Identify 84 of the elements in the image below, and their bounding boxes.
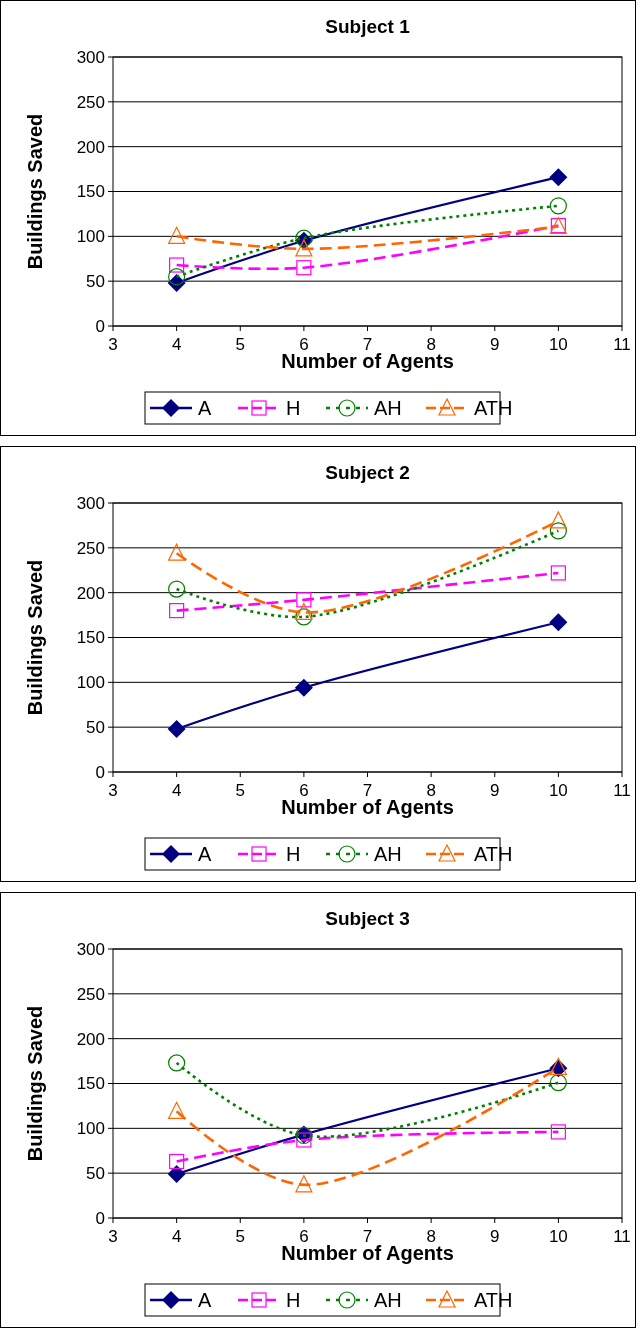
y-tick-label: 200: [76, 583, 105, 603]
x-tick-label: 4: [171, 1227, 182, 1246]
x-tick-label: 5: [235, 1227, 245, 1246]
x-tick-label: 11: [613, 335, 631, 354]
y-tick-label: 200: [76, 1029, 105, 1049]
y-tick-label: 50: [86, 272, 105, 292]
y-tick-label: 300: [76, 493, 105, 513]
legend-label: H: [286, 1289, 301, 1311]
point: [550, 565, 566, 581]
point: [295, 602, 313, 620]
y-tick-label: 100: [76, 1119, 105, 1139]
point: [549, 522, 567, 540]
point: [167, 719, 186, 738]
point: [168, 268, 186, 286]
legend-label: A: [198, 1289, 212, 1311]
x-tick-label: 9: [490, 781, 500, 800]
point: [169, 257, 185, 273]
point: [549, 197, 567, 215]
point: [295, 1175, 313, 1193]
x-tick-label: 11: [613, 1227, 631, 1246]
point: [168, 543, 186, 561]
x-tick-label: 9: [490, 335, 500, 354]
y-tick-label: 150: [76, 628, 105, 648]
legend-label: AH: [374, 843, 402, 865]
point: [296, 260, 312, 276]
legend-label: AH: [374, 1289, 402, 1311]
y-tick-label: 300: [76, 47, 105, 67]
point: [296, 592, 312, 608]
x-tick-label: 5: [235, 781, 245, 800]
x-tick-label: 9: [490, 1227, 500, 1246]
y-tick-label: 0: [95, 316, 105, 336]
y-tick-label: 150: [76, 1074, 105, 1094]
y-tick-label: 50: [86, 1164, 105, 1184]
y-tick-label: 300: [76, 939, 105, 959]
x-tick-label: 10: [548, 781, 568, 800]
point: [549, 1074, 567, 1092]
y-tick-label: 250: [76, 92, 105, 112]
y-tick-label: 100: [76, 227, 105, 247]
point: [295, 239, 313, 257]
y-tick-label: 250: [76, 538, 105, 558]
legend-label: ATH: [474, 397, 513, 419]
legend-label: A: [198, 843, 212, 865]
legend-label: AH: [374, 397, 402, 419]
chart-title: Subject 3: [325, 908, 410, 929]
point: [295, 608, 313, 626]
y-tick-label: 0: [95, 1208, 105, 1228]
x-tick-label: 10: [548, 1227, 568, 1246]
point: [169, 1153, 185, 1170]
y-axis-title: Buildings Saved: [24, 559, 46, 716]
point: [168, 226, 186, 244]
point: [296, 1132, 312, 1148]
legend-label: H: [286, 397, 301, 419]
y-tick-label: 200: [76, 137, 105, 157]
x-tick-label: 4: [171, 335, 182, 354]
legend-label: ATH: [474, 843, 513, 865]
legend-label: ATH: [474, 1289, 513, 1311]
x-tick-label: 3: [108, 1227, 118, 1246]
x-tick-label: 5: [235, 335, 245, 354]
point: [168, 580, 186, 598]
point: [549, 511, 567, 529]
chart-title: Subject 1: [325, 16, 411, 37]
x-tick-label: 3: [108, 781, 118, 800]
point: [167, 1165, 186, 1184]
point: [549, 168, 568, 187]
y-axis-title: Buildings Saved: [24, 1005, 46, 1162]
legend-label: A: [198, 397, 212, 419]
y-tick-label: 150: [76, 182, 105, 202]
point: [168, 1054, 186, 1072]
x-tick-label: 3: [108, 335, 118, 354]
x-tick-label: 4: [171, 781, 182, 800]
point: [294, 678, 313, 697]
legend-label: H: [286, 843, 301, 865]
y-tick-label: 50: [86, 718, 105, 738]
y-tick-label: 250: [76, 984, 105, 1004]
point: [550, 1124, 566, 1140]
y-axis-title: Buildings Saved: [24, 113, 46, 270]
x-tick-label: 11: [613, 781, 631, 800]
x-tick-label: 10: [548, 335, 568, 354]
y-tick-label: 0: [95, 762, 105, 782]
chart-title: Subject 2: [325, 462, 410, 483]
point: [549, 613, 568, 632]
point: [168, 1101, 186, 1119]
y-tick-label: 100: [76, 673, 105, 693]
point: [169, 603, 185, 619]
